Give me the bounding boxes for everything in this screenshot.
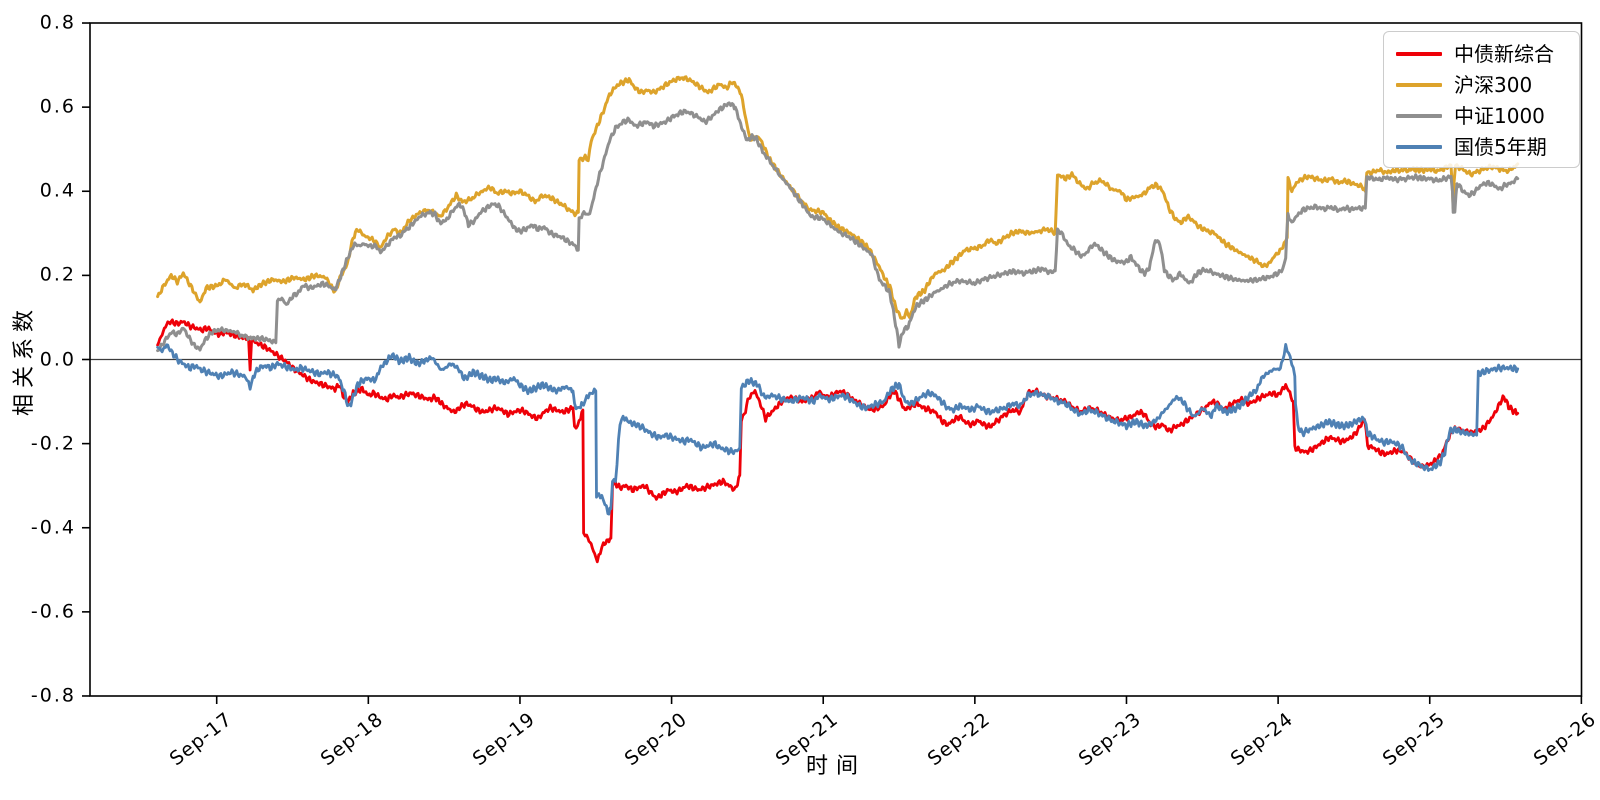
- legend-item: 沪深300: [1396, 73, 1565, 97]
- series-line-1: [156, 318, 1520, 564]
- x-axis-title: 时间: [805, 754, 867, 779]
- y-tick-label: -0.2: [30, 432, 76, 455]
- y-tick-label: 0.2: [39, 263, 76, 286]
- legend-label: 沪深300: [1454, 73, 1533, 97]
- legend-line-sample: [1396, 114, 1442, 118]
- legend-line-sample: [1396, 52, 1442, 56]
- y-tick-label: -0.8: [30, 684, 76, 707]
- legend-item: 中证1000: [1396, 104, 1565, 128]
- y-tick-label: -0.4: [30, 516, 76, 539]
- legend-item: 国债5年期: [1396, 135, 1565, 159]
- legend-line-sample: [1396, 145, 1442, 149]
- legend-label: 中债新综合: [1454, 42, 1554, 66]
- legend: 中债新综合沪深300 中证1000 国债5年期: [1383, 31, 1580, 168]
- y-tick-label: 0.0: [39, 348, 76, 371]
- legend-label: 中证1000: [1454, 104, 1545, 128]
- y-tick-label: 0.8: [39, 11, 76, 34]
- y-axis-title: 相关系数: [12, 303, 37, 417]
- legend-label: 国债5年期: [1454, 135, 1547, 159]
- series-line-2: [156, 75, 1520, 320]
- y-tick-label: -0.6: [30, 600, 76, 623]
- legend-item: 中债新综合: [1396, 42, 1565, 66]
- series-line-3: [156, 101, 1520, 353]
- legend-line-sample: [1396, 83, 1442, 87]
- series-line-4: [156, 343, 1520, 516]
- y-tick-label: 0.4: [39, 179, 76, 202]
- y-tick-label: 0.6: [39, 95, 76, 118]
